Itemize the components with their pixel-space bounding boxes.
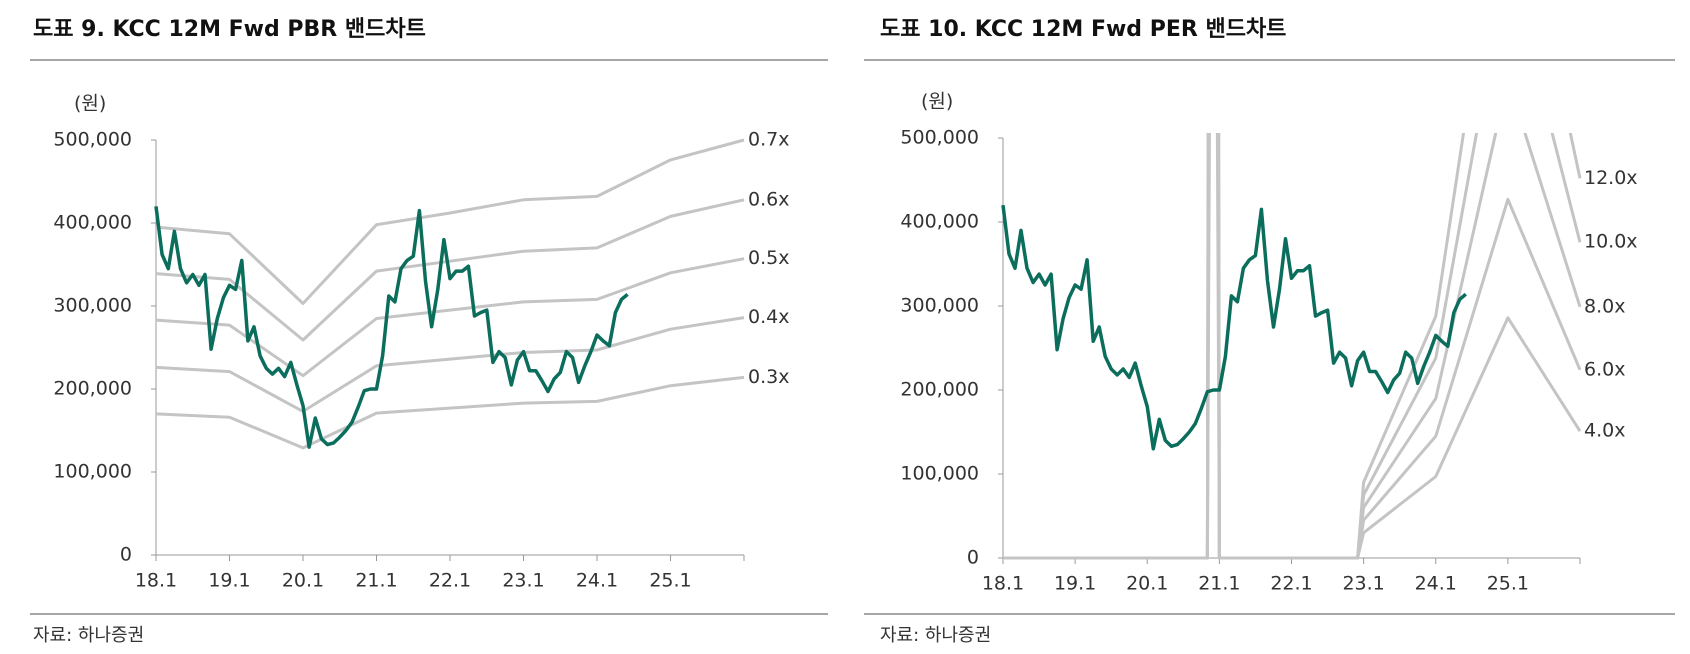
y-tick-label: 500,000 bbox=[900, 127, 979, 149]
band-label: 12.0x bbox=[1584, 167, 1638, 189]
y-tick-label: 0 bbox=[120, 544, 132, 566]
y-tick-label: 200,000 bbox=[900, 379, 979, 401]
y-tick-label: 100,000 bbox=[900, 463, 979, 485]
band-label: 6.0x bbox=[1584, 358, 1625, 380]
band-line bbox=[1003, 133, 1582, 560]
plot-area bbox=[1001, 133, 1582, 560]
x-tick-label: 25.1 bbox=[649, 570, 691, 592]
x-tick-label: 19.1 bbox=[208, 570, 250, 592]
y-unit: (원) bbox=[74, 93, 106, 115]
y-tick-label: 300,000 bbox=[53, 295, 132, 317]
plot-area bbox=[154, 138, 745, 450]
chart-title: 도표 9. KCC 12M Fwd PBR 밴드차트 bbox=[33, 17, 426, 42]
band-line bbox=[155, 257, 745, 378]
chart-title: 도표 10. KCC 12M Fwd PER 밴드차트 bbox=[880, 17, 1286, 42]
x-tick-label: 18.1 bbox=[135, 570, 177, 592]
x-tick-label: 21.1 bbox=[1198, 573, 1240, 595]
band-label: 4.0x bbox=[1584, 420, 1625, 442]
band-label: 0.6x bbox=[748, 188, 789, 210]
y-tick-label: 200,000 bbox=[53, 378, 132, 400]
x-tick-label: 24.1 bbox=[576, 570, 618, 592]
band-label: 0.3x bbox=[748, 366, 789, 388]
band-line bbox=[155, 138, 745, 305]
x-tick-label: 23.1 bbox=[502, 570, 544, 592]
x-tick-label: 24.1 bbox=[1415, 573, 1457, 595]
y-tick-label: 300,000 bbox=[900, 295, 979, 317]
x-tick-label: 23.1 bbox=[1342, 573, 1384, 595]
band-label: 0.7x bbox=[748, 129, 789, 151]
band-label: 10.0x bbox=[1584, 231, 1638, 253]
x-tick-label: 25.1 bbox=[1487, 573, 1529, 595]
band-line bbox=[155, 316, 745, 413]
x-tick-label: 21.1 bbox=[355, 570, 397, 592]
price-line bbox=[154, 206, 629, 449]
y-tick-label: 100,000 bbox=[53, 461, 132, 483]
x-tick-label: 20.1 bbox=[1126, 573, 1168, 595]
x-tick-label: 18.1 bbox=[982, 573, 1024, 595]
y-tick-label: 500,000 bbox=[53, 129, 132, 151]
y-unit: (원) bbox=[921, 91, 953, 113]
x-tick-label: 19.1 bbox=[1054, 573, 1096, 595]
x-tick-label: 20.1 bbox=[282, 570, 324, 592]
band-label: 0.5x bbox=[748, 247, 789, 269]
band-label: 0.4x bbox=[748, 306, 789, 328]
source: 자료: 하나증권 bbox=[880, 625, 991, 646]
band-line bbox=[155, 375, 745, 450]
x-tick-label: 22.1 bbox=[429, 570, 471, 592]
price-line bbox=[1001, 204, 1467, 451]
y-tick-label: 400,000 bbox=[53, 212, 132, 234]
band-line bbox=[155, 198, 745, 342]
source: 자료: 하나증권 bbox=[33, 625, 144, 646]
x-tick-label: 22.1 bbox=[1270, 573, 1312, 595]
y-tick-label: 0 bbox=[967, 547, 979, 569]
band-label: 8.0x bbox=[1584, 295, 1625, 317]
y-tick-label: 400,000 bbox=[900, 211, 979, 233]
